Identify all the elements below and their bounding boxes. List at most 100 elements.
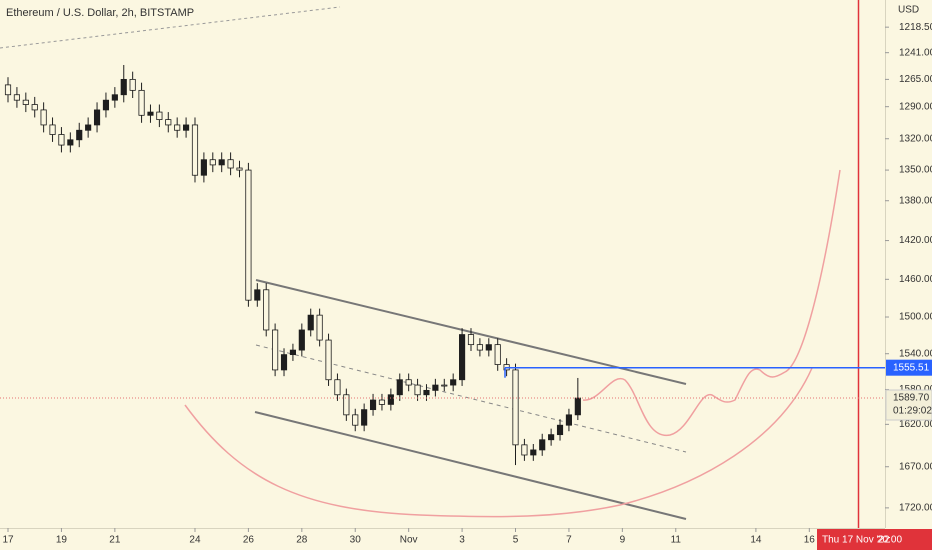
candle-body <box>138 89 145 116</box>
candle-body <box>459 334 466 381</box>
candle-body <box>423 389 430 396</box>
candle-body <box>530 449 537 456</box>
level-box <box>886 359 932 376</box>
y-tick-label: 1380.00 <box>899 195 932 206</box>
y-tick-label: 1241.00 <box>899 47 932 58</box>
x-tick-label: Nov <box>400 535 418 546</box>
candle-body <box>387 394 394 405</box>
candle-body <box>432 384 439 391</box>
candle-body <box>120 78 127 96</box>
y-tick-label: 1290.00 <box>899 101 932 112</box>
x-tick-label: 28 <box>296 535 308 546</box>
candle-body <box>467 334 475 346</box>
candle-body <box>254 289 261 301</box>
x-tick-label: 3 <box>459 535 465 546</box>
last-price-label: 1589.70 <box>893 393 930 404</box>
candle-body <box>31 104 38 111</box>
candle-body <box>272 329 279 371</box>
cursor-time: 20:00 <box>877 535 902 546</box>
candle-body <box>40 109 47 126</box>
candle-body <box>165 119 172 126</box>
y-tick-label: 1218.50 <box>899 22 932 33</box>
candle-body <box>307 314 314 331</box>
candle-body <box>156 111 163 120</box>
channel-lower <box>254 411 687 520</box>
x-tick-label: 21 <box>109 535 121 546</box>
projection-curve <box>184 367 813 518</box>
x-tick-label: 17 <box>2 535 14 546</box>
candle-body <box>263 289 270 331</box>
candle-body <box>22 99 29 105</box>
countdown: 01:29:02 <box>893 406 932 417</box>
x-tick-label: 11 <box>671 535 682 546</box>
x-tick-label: 19 <box>56 535 68 546</box>
candle-body <box>450 379 457 386</box>
candle-body <box>565 414 572 426</box>
candle-body <box>298 329 305 351</box>
candle-body <box>512 369 519 446</box>
y-tick-label: 1350.00 <box>899 165 932 176</box>
candle-body <box>191 124 199 176</box>
candle-body <box>49 124 56 135</box>
candle-body <box>556 424 564 436</box>
candle-body <box>76 129 83 141</box>
x-tick-label: 14 <box>750 535 762 546</box>
x-tick-label: 16 <box>804 535 816 546</box>
candle-body <box>476 344 483 351</box>
x-tick-label: 26 <box>243 535 255 546</box>
y-tick-label: 1320.00 <box>899 133 932 144</box>
candle-body <box>280 354 288 371</box>
candle-body <box>245 169 252 301</box>
candle-body <box>396 379 403 396</box>
x-tick-label: 30 <box>350 535 362 546</box>
candle-body <box>67 139 74 146</box>
candle-body <box>209 159 216 166</box>
candle-body <box>111 94 118 101</box>
candle-body <box>85 124 92 131</box>
y-tick-label: 1720.00 <box>899 503 932 514</box>
candle-body <box>494 344 501 365</box>
x-tick-label: 7 <box>566 535 572 546</box>
candle-body <box>521 444 528 456</box>
candle-body <box>405 379 412 386</box>
candle-body <box>183 124 190 131</box>
y-tick-label: 1670.00 <box>899 461 932 472</box>
last-price-box <box>885 389 932 421</box>
candle-body <box>316 314 323 341</box>
x-tick-label: 5 <box>513 535 519 546</box>
candle-body <box>93 109 101 126</box>
chart-title: Ethereum / U.S. Dollar, 2h, BITSTAMP <box>6 7 194 19</box>
candle-body <box>227 159 234 169</box>
candle-body <box>548 434 555 441</box>
cursor-date-box <box>817 529 932 550</box>
level-label: 1555.51 <box>893 362 930 373</box>
candle-body <box>485 344 492 351</box>
candle-body <box>352 414 359 426</box>
x-tick-label: 24 <box>189 535 201 546</box>
x-tick-label: 9 <box>620 535 626 546</box>
candle-body <box>325 339 332 381</box>
y-tick-label: 1500.00 <box>899 312 932 323</box>
candle-body <box>361 409 368 426</box>
candle-body <box>334 379 341 396</box>
candle-body <box>343 394 350 416</box>
candle-body <box>539 439 546 451</box>
currency-label: USD <box>898 5 919 16</box>
candle-body <box>129 78 136 91</box>
candle-body <box>369 399 377 411</box>
candle-body <box>58 134 65 146</box>
y-tick-label: 1460.00 <box>899 274 932 285</box>
candle-body <box>574 397 581 416</box>
candle-body <box>4 84 12 96</box>
candle-body <box>200 159 207 176</box>
y-tick-label: 1540.00 <box>899 348 932 359</box>
candle-body <box>13 94 20 101</box>
y-tick-label: 1265.00 <box>899 74 932 85</box>
candle-body <box>289 349 296 356</box>
candle-body <box>236 167 243 171</box>
y-tick-label: 1620.00 <box>899 419 932 430</box>
candle-body <box>441 384 448 387</box>
projection-path <box>582 169 841 436</box>
candle-body <box>174 124 181 131</box>
